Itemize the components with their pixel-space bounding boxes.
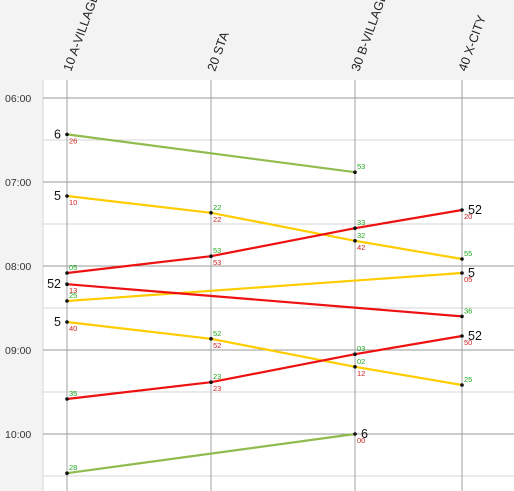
stop-point <box>460 257 464 261</box>
departure-minute: 36 <box>464 306 472 315</box>
departure-minute: 33 <box>357 218 365 227</box>
hour-label: 08:00 <box>5 261 31 273</box>
departure-minute: 02 <box>357 357 365 366</box>
stop-point <box>460 271 464 275</box>
stop-point <box>460 208 464 212</box>
stop-point <box>65 299 69 303</box>
stop-point <box>209 337 213 341</box>
line-number-label: 6 <box>54 127 61 141</box>
line-number-label: 5 <box>54 315 61 329</box>
train-path <box>66 194 463 261</box>
departure-minute: 22 <box>213 203 221 212</box>
stop-point <box>460 314 464 319</box>
departure-minute: 35 <box>69 389 77 398</box>
arrival-minute: 26 <box>69 136 77 145</box>
arrival-minute: 23 <box>213 384 221 393</box>
arrival-minute: 40 <box>69 324 77 333</box>
stop-point <box>353 170 357 174</box>
arrival-minute: 50 <box>464 338 472 347</box>
line-number-label: 5 <box>54 189 61 203</box>
stop-point <box>65 282 69 287</box>
arrival-minute: 53 <box>213 258 221 267</box>
departure-minute: 03 <box>357 344 365 353</box>
stop-point <box>460 334 464 338</box>
hour-label: 06:00 <box>5 93 31 105</box>
arrival-minute: 22 <box>213 215 221 224</box>
time-labels: 06:00 07:00 08:00 09:00 10:00 <box>5 93 31 441</box>
stop-point <box>65 471 69 476</box>
time-axis-background <box>0 80 43 491</box>
stop-point <box>65 320 69 324</box>
line-number-label: 6 <box>361 427 368 441</box>
stop-point <box>209 380 213 385</box>
arrival-minute: 05 <box>464 275 472 284</box>
header-background <box>0 0 514 80</box>
train-path <box>66 283 463 318</box>
train-path <box>66 320 463 387</box>
stop-point <box>209 211 213 215</box>
stop-point <box>65 397 69 401</box>
stop-point <box>353 239 357 243</box>
train-path <box>66 271 463 303</box>
departure-minute: 52 <box>213 329 221 338</box>
departure-minute: 55 <box>464 249 472 258</box>
arrival-minute: 00 <box>357 436 365 445</box>
stop-point <box>209 254 213 258</box>
arrival-minute: 52 <box>213 341 221 350</box>
stop-point <box>353 432 357 436</box>
departure-minute: 05 <box>69 263 77 272</box>
line-number-label: 52 <box>468 203 482 217</box>
stop-point <box>353 365 357 369</box>
stop-point <box>353 226 357 230</box>
hour-label: 10:00 <box>5 429 31 441</box>
arrival-minute: 12 <box>357 369 365 378</box>
departure-minute: 53 <box>213 246 221 255</box>
train-path <box>66 432 356 475</box>
departure-minute: 25 <box>464 375 472 384</box>
departure-minute: 32 <box>357 231 365 240</box>
train-path <box>66 208 463 275</box>
departure-minute: 25 <box>69 291 77 300</box>
arrival-minute: 42 <box>357 243 365 252</box>
departure-minute: 53 <box>357 162 365 171</box>
line-number-label: 52 <box>47 277 61 291</box>
arrival-minute: 13 <box>69 286 77 295</box>
stop-point <box>65 271 69 275</box>
stop-point <box>460 383 464 387</box>
hour-label: 09:00 <box>5 345 31 357</box>
stop-point <box>65 194 69 198</box>
departure-minute: 23 <box>213 372 221 381</box>
line-number-label: 52 <box>468 329 482 343</box>
arrival-minute: 20 <box>464 212 472 221</box>
train-path <box>66 334 463 401</box>
stop-point <box>353 352 357 357</box>
departure-minute: 28 <box>69 463 77 472</box>
line-number-label: 5 <box>468 266 475 280</box>
stop-point <box>65 132 69 137</box>
train-paths: 2653610222232425550553533320522505513365… <box>47 127 482 476</box>
train-path <box>66 133 356 174</box>
arrival-minute: 10 <box>69 198 77 207</box>
hour-label: 07:00 <box>5 177 31 189</box>
